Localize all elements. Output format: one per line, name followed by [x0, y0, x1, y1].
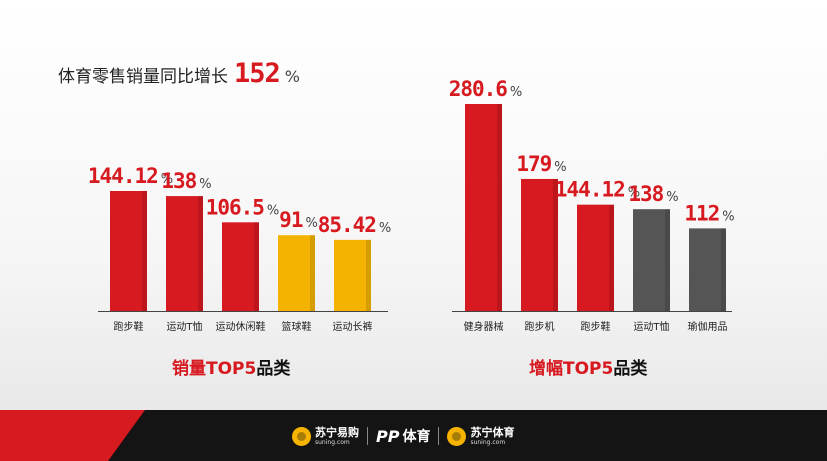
- category-label: 跑步机: [525, 320, 555, 333]
- bar-3: [577, 204, 614, 311]
- bar-shade: [366, 239, 371, 311]
- bar-1: [110, 191, 147, 311]
- bar-2: [166, 196, 203, 311]
- bar-3: [222, 222, 259, 311]
- logo3-cn: 苏宁体育: [470, 425, 515, 439]
- footer-bar: 苏宁易购 suning.com PP 体育 苏宁体育 suning.com: [0, 410, 827, 461]
- category-label: 健身器械: [464, 320, 504, 333]
- pp-sports-logo: PP 体育: [376, 426, 430, 446]
- suning-yigou-logo: 苏宁易购 suning.com: [292, 425, 359, 446]
- category-label: 跑步鞋: [114, 320, 144, 333]
- data-label: 106.5%: [206, 195, 280, 219]
- bar-1: [465, 104, 502, 311]
- bar-5: [334, 239, 371, 311]
- data-label: 144.12%: [555, 178, 640, 202]
- bar-shade: [497, 104, 502, 311]
- category-label: 运动T恤: [633, 320, 669, 333]
- category-label: 瑜伽用品: [688, 320, 728, 333]
- logo-divider: [367, 427, 368, 445]
- bar-2: [521, 178, 558, 311]
- bar-shade: [142, 191, 147, 311]
- headline: 体育零售销量同比增长 152 %: [58, 58, 300, 94]
- data-label: 85.42%: [318, 213, 392, 237]
- headline-unit: %: [284, 67, 300, 86]
- bar-shade: [721, 228, 726, 311]
- headline-value: 152: [234, 58, 281, 89]
- logo1-cn: 苏宁易购: [315, 425, 359, 439]
- logo3-en: suning.com: [470, 438, 506, 446]
- bar-shade: [310, 235, 315, 311]
- data-label: 179%: [516, 152, 566, 176]
- data-label: 138%: [161, 169, 211, 193]
- logo1-en: suning.com: [315, 438, 350, 446]
- right-caption-red: 增幅TOP5: [529, 359, 614, 379]
- data-label: 138%: [628, 182, 678, 206]
- right-chart-caption: 增幅TOP5品类: [529, 354, 647, 379]
- logo-divider: [438, 427, 440, 445]
- logo2-cn: 体育: [402, 429, 431, 445]
- left-caption-red: 销量TOP5: [172, 359, 257, 379]
- data-label: 91%: [279, 208, 318, 232]
- headline-text: 体育零售销量同比增长: [58, 67, 228, 87]
- data-label: 144.12%: [88, 164, 173, 188]
- bar-4: [278, 235, 315, 311]
- bar-shade: [254, 222, 259, 311]
- bar-shade: [198, 196, 203, 311]
- category-label: 篮球鞋: [282, 320, 312, 333]
- left-caption-black: 品类: [256, 359, 291, 379]
- bar-shade: [553, 178, 558, 311]
- category-label: 运动休闲鞋: [216, 320, 266, 333]
- bar-shade: [609, 204, 614, 311]
- chart-2: 280.6 % 健身器械 179 % 跑步机 144.12 % 跑步鞋 138 % 运动T恤 112 % 瑜…: [449, 77, 735, 333]
- category-label: 运动T恤: [166, 320, 202, 333]
- category-label: 运动长裤: [333, 320, 373, 333]
- left-chart-caption: 销量TOP5品类: [172, 354, 290, 379]
- right-caption-black: 品类: [613, 359, 648, 379]
- bar-4: [633, 209, 670, 311]
- suning-lion-icon: [447, 426, 467, 446]
- suning-sports-logo: 苏宁体育 suning.com: [447, 425, 515, 446]
- bar-5: [689, 228, 726, 311]
- footer-logos: 苏宁易购 suning.com PP 体育 苏宁体育 suning.com: [292, 422, 514, 450]
- footer-red-accent: [0, 410, 145, 461]
- bar-shade: [665, 209, 670, 311]
- data-label: 280.6%: [449, 77, 523, 101]
- chart-1: 144.12 % 跑步鞋 138 % 运动T恤 106.5 % 运动休闲鞋 91 % 篮球鞋 85.42…: [88, 164, 391, 333]
- category-label: 跑步鞋: [581, 320, 611, 333]
- data-label: 112%: [684, 201, 734, 225]
- suning-lion-icon: [292, 426, 311, 446]
- pp-mark: PP: [376, 426, 400, 446]
